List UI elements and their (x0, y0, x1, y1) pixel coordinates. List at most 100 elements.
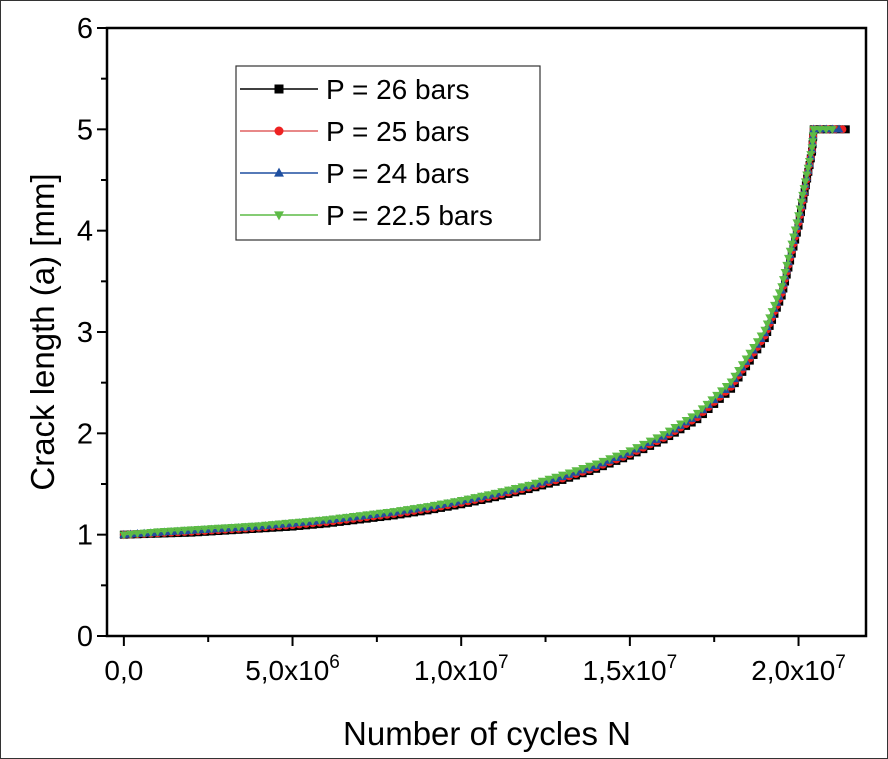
data-point (382, 508, 392, 517)
data-point (752, 338, 762, 347)
data-point (571, 467, 581, 476)
x-tick-label: 1,5x107 (583, 652, 678, 686)
data-point (180, 526, 189, 535)
data-point (146, 529, 156, 538)
data-point (808, 138, 817, 147)
data-point (220, 524, 230, 533)
y-tick-label: 0 (77, 621, 93, 653)
data-point (800, 178, 810, 187)
data-point (213, 524, 223, 533)
data-point (173, 527, 183, 536)
data-point (734, 366, 743, 375)
data-point (328, 515, 338, 524)
data-point (765, 314, 775, 323)
data-point (254, 522, 264, 531)
y-axis-title: Crack length (a) [mm] (24, 173, 61, 490)
data-point (342, 513, 351, 522)
data-point (207, 525, 216, 534)
data-point (591, 460, 601, 469)
data-point (827, 126, 837, 135)
legend-item: P = 26 bars (240, 74, 469, 105)
legend-marker (274, 84, 284, 94)
data-point (429, 501, 439, 510)
data-point (315, 516, 324, 525)
data-point (267, 521, 277, 530)
data-point (193, 525, 203, 534)
data-point (681, 416, 691, 425)
data-point (807, 144, 817, 153)
data-point (423, 503, 432, 512)
y-tick-label: 1 (77, 520, 93, 552)
data-point (186, 526, 196, 535)
data-point (730, 372, 740, 381)
data-point (436, 500, 446, 509)
legend-box (235, 65, 541, 241)
y-tick-label: 3 (77, 317, 93, 349)
data-point (770, 301, 779, 310)
data-point (632, 444, 642, 453)
legend-item: P = 22.5 bars (240, 200, 493, 231)
data-point (308, 517, 318, 526)
data-point (741, 355, 751, 364)
data-point (551, 473, 561, 482)
data-point (321, 516, 331, 525)
data-point (664, 427, 674, 436)
data-point (808, 132, 818, 141)
data-point (497, 488, 507, 497)
data-point (544, 475, 554, 484)
data-point (834, 124, 844, 133)
data-point (524, 481, 534, 490)
data-point (477, 492, 486, 501)
y-tick-label: 4 (77, 216, 93, 248)
data-point (760, 326, 770, 335)
data-point (564, 469, 574, 478)
data-point (288, 519, 297, 528)
data-point (717, 387, 726, 396)
x-tick-label: 5,0x106 (245, 652, 340, 686)
data-point (645, 437, 655, 446)
data-point (483, 491, 493, 500)
x-tick-label: 1,0x107 (414, 652, 509, 686)
data-point (721, 382, 731, 391)
data-point (611, 452, 621, 461)
data-point (796, 198, 806, 207)
axes: 0 1 2 3 4 5 6 0,0 5,0x106 1,0x107 1,5x107 2,0x107 (77, 13, 868, 686)
data-point (531, 479, 540, 488)
legend-marker (274, 211, 284, 221)
data-point (809, 126, 819, 135)
data-point (785, 247, 795, 256)
data-point (756, 332, 766, 341)
y-tick-label: 5 (77, 114, 93, 146)
data-point (670, 424, 680, 433)
data-point (784, 254, 793, 263)
data-point (794, 212, 803, 221)
data-point (737, 361, 747, 370)
data-point (369, 510, 378, 519)
data-point (584, 462, 594, 471)
data-point (762, 320, 772, 329)
legend-marker (274, 126, 284, 136)
data-point (301, 518, 311, 527)
data-point (625, 447, 635, 456)
data-point (790, 226, 800, 235)
legend-label: P = 25 bars (326, 116, 469, 147)
data-point (702, 400, 712, 409)
data-point (598, 457, 608, 466)
data-point (261, 521, 270, 530)
data-point (450, 498, 459, 507)
legend-label: P = 26 bars (326, 74, 469, 105)
data-point (772, 295, 782, 304)
data-point (504, 486, 513, 495)
data-point (234, 523, 243, 532)
data-point (780, 269, 790, 278)
data-point (389, 508, 399, 517)
data-point (638, 440, 648, 449)
data-point (396, 507, 405, 516)
data-point (227, 523, 237, 532)
data-point (712, 391, 722, 400)
data-point (200, 525, 210, 534)
data-point (443, 499, 453, 508)
data-point (166, 527, 176, 536)
data-point (375, 509, 385, 518)
